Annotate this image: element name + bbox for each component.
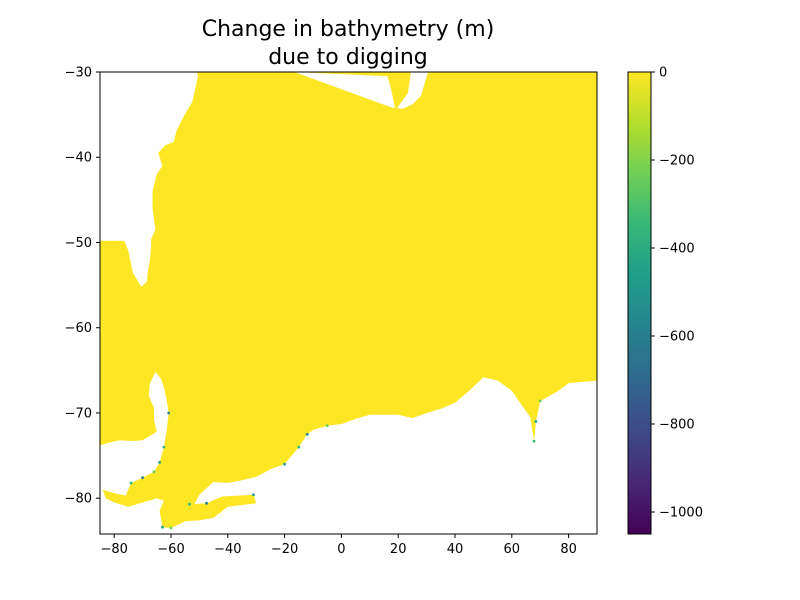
y-axis: −80 −70 −60 −50 −40 −30 [65,66,100,507]
x-tick-label: −80 [100,542,127,557]
dug-margin-cell [305,432,309,436]
bathymetry-change-field [100,72,597,528]
dug-margin-cell [161,525,164,529]
dug-margin-cell [169,526,173,530]
x-tick-label: 20 [390,542,407,557]
colorbar-axis: 0 −200 −400 −600 −800 −1000 [651,66,703,521]
y-tick-label: −40 [65,151,92,166]
dug-margin-cell [129,481,133,485]
y-tick-label: −80 [65,492,92,507]
x-axis: −80 −60 −40 −20 0 20 40 60 80 [100,534,577,557]
dug-margin-cell [152,470,156,474]
colorbar: 0 −200 −400 −600 −800 −1000 [627,66,703,535]
dug-coastal-margin [129,399,542,530]
x-tick-label: −60 [157,542,184,557]
colorbar-frame [627,71,652,535]
dug-margin-cell [167,411,171,415]
map-axes: −80 −60 −40 −20 0 20 40 60 80 −80 −70 −60 −50 −40 −30 [65,66,598,557]
colorbar-tick-label: 0 [659,66,667,81]
dug-margin-cell [534,420,538,423]
x-tick-label: 80 [560,542,577,557]
colorbar-tick-label: −600 [659,330,695,345]
axes-frame [99,71,598,535]
colorbar-tick-label: −1000 [659,506,703,521]
x-tick-label: −20 [271,542,298,557]
colorbar-tick-label: −200 [659,154,695,169]
colorbar-tick-label: −800 [659,418,695,433]
x-tick-label: 40 [447,542,464,557]
dug-margin-cell [297,445,301,449]
dug-margin-cell [325,424,329,428]
chart-title-line-1: Change in bathymetry (m) [202,17,495,42]
x-tick-label: 0 [337,542,345,557]
dug-margin-cell [188,502,191,506]
dug-margin-cell [532,439,536,443]
colorbar-gradient [628,72,651,534]
chart-title-line-2: due to digging [268,45,428,70]
dug-margin-cell [538,399,542,403]
dug-margin-cell [205,501,208,505]
x-tick-label: −40 [214,542,241,557]
y-tick-label: −60 [65,321,92,336]
dug-margin-cell [158,461,162,464]
dug-margin-cell [141,476,145,480]
y-tick-label: −70 [65,406,92,421]
dug-margin-cell [162,445,166,449]
colorbar-tick-label: −400 [659,242,695,257]
y-tick-label: −30 [65,66,92,81]
x-tick-label: 60 [504,542,521,557]
y-tick-label: −50 [65,236,92,251]
dug-margin-cell [283,462,286,466]
dug-margin-cell [252,493,255,497]
